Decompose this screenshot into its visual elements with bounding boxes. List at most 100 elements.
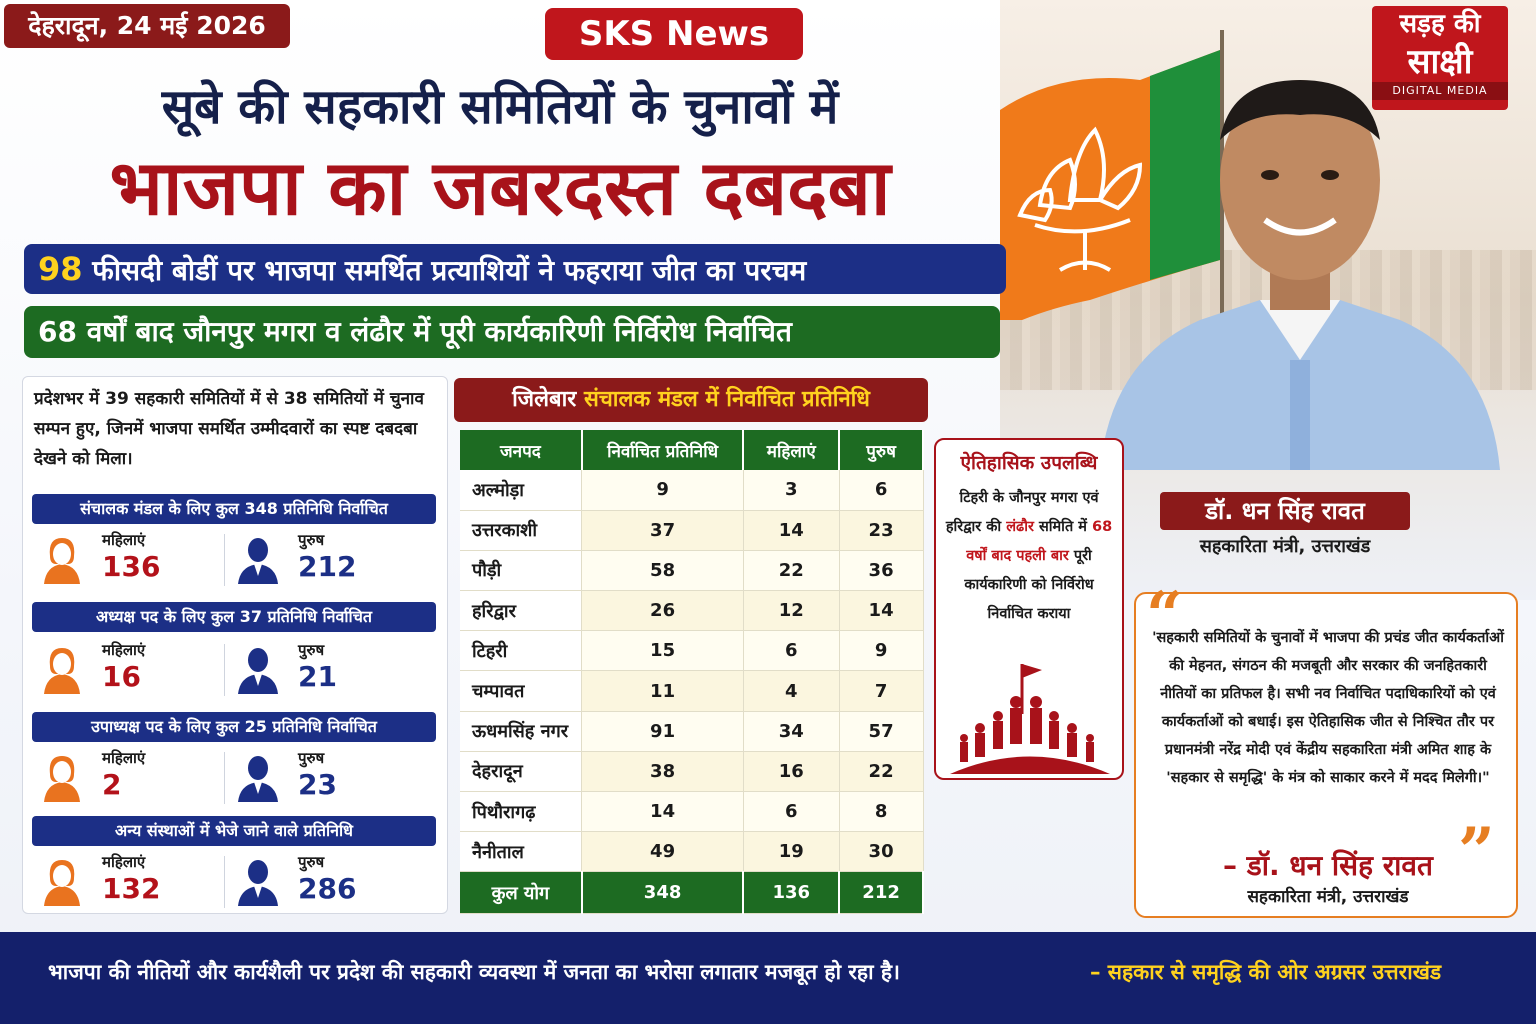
female-label: महिलाएं bbox=[102, 531, 146, 549]
banner-68-years: 68 वर्षों बाद जौनपुर मगरा व लंढौर में पू… bbox=[24, 306, 1000, 358]
table-cell: 11 bbox=[581, 670, 744, 712]
stats-section-title: संचालक मंडल के लिए कुल 348 प्रतिनिधि निर… bbox=[32, 494, 436, 524]
district-table: जनपद निर्वाचित प्रतिनिधि महिलाएं पुरुष अ… bbox=[460, 430, 924, 915]
district-name: नैनीताल bbox=[460, 831, 583, 873]
female-count: 2 bbox=[102, 768, 122, 801]
male-label: पुरुष bbox=[298, 531, 325, 549]
achievement-text-highlight: लंढौर bbox=[1006, 519, 1034, 535]
achievement-text-highlight: 68 वर्षों बाद पहली बार bbox=[966, 519, 1113, 564]
table-cell: 34 bbox=[743, 711, 840, 752]
total-cell: 212 bbox=[839, 871, 924, 915]
headline-line1: सूबे की सहकारी समितियों के चुनावों में bbox=[161, 79, 839, 135]
achievement-text-part: पूरी कार्यकारिणी को निर्विरोध निर्वाचित … bbox=[964, 548, 1094, 622]
male-icon bbox=[236, 534, 280, 584]
quote-open-icon: “ bbox=[1146, 578, 1183, 653]
table-cell: 36 bbox=[839, 550, 924, 592]
victory-people-icon bbox=[950, 664, 1110, 774]
male-label: पुरुष bbox=[298, 853, 325, 871]
table-cell: 6 bbox=[743, 630, 840, 672]
banner-highlight: 98 bbox=[38, 250, 83, 288]
table-row: पौड़ी 58 22 36 bbox=[460, 550, 924, 592]
table-row: चम्पावत 11 4 7 bbox=[460, 670, 924, 712]
table-cell: 3 bbox=[743, 470, 840, 511]
female-icon bbox=[40, 534, 84, 584]
total-cell: कुल योग bbox=[460, 871, 583, 915]
district-name: टिहरी bbox=[460, 630, 583, 672]
quote-text: 'सहकारी समितियों के चुनावों में भाजपा की… bbox=[1152, 630, 1504, 786]
female-count: 136 bbox=[102, 550, 161, 583]
table-cell: 91 bbox=[581, 711, 744, 752]
lotus-icon bbox=[1017, 126, 1143, 272]
male-count: 21 bbox=[298, 660, 337, 693]
table-cell: 16 bbox=[743, 751, 840, 793]
district-name: चम्पावत bbox=[460, 670, 583, 712]
banner-98-percent: 98 फीसदी बोडीं पर भाजपा समर्थित प्रत्याश… bbox=[24, 244, 1006, 294]
table-row: हरिद्वार 26 12 14 bbox=[460, 590, 924, 632]
district-name: पौड़ी bbox=[460, 550, 583, 592]
male-count: 286 bbox=[298, 872, 357, 905]
table-row: टिहरी 15 6 9 bbox=[460, 630, 924, 672]
achievement-text-part: टिहरी के जौनपुर मगरा एवं हरिद्वार की bbox=[945, 490, 1099, 535]
stats-row: महिलाएं 136 पुरुष 212 bbox=[36, 528, 436, 594]
male-icon bbox=[236, 644, 280, 694]
footer-text: भाजपा की नीतियों और कार्यशैली पर प्रदेश … bbox=[48, 960, 900, 984]
district-name: देहरादून bbox=[460, 751, 583, 793]
minister-name: डॉ. धन सिंह रावत bbox=[1160, 492, 1410, 530]
table-cell: 6 bbox=[743, 791, 840, 833]
sks-logo: सड़ह की साक्षी DIGITAL MEDIA bbox=[1372, 6, 1508, 110]
female-label: महिलाएं bbox=[102, 749, 146, 767]
achievement-box bbox=[934, 438, 1124, 780]
table-row: अल्मोड़ा 9 3 6 bbox=[460, 470, 924, 511]
stats-row: महिलाएं 16 पुरुष 21 bbox=[36, 638, 436, 704]
district-name: ऊधमसिंह नगर bbox=[460, 711, 583, 752]
table-cell: 58 bbox=[581, 550, 744, 592]
male-icon bbox=[236, 856, 280, 906]
headline-line2: भाजपा का जबरदस्त दबदबा bbox=[109, 143, 891, 232]
table-row: नैनीताल 49 19 30 bbox=[460, 831, 924, 873]
table-cell: 12 bbox=[743, 590, 840, 632]
table-total-row: कुल योग 348 136 212 bbox=[460, 871, 924, 915]
district-name: पिथौरागढ़ bbox=[460, 791, 583, 833]
male-label: पुरुष bbox=[298, 749, 325, 767]
logo-line2: साक्षी bbox=[1407, 42, 1473, 82]
table-cell: 8 bbox=[839, 791, 924, 833]
achievement-text-part: समिति में bbox=[1033, 519, 1092, 535]
table-cell: 15 bbox=[581, 630, 744, 672]
male-icon bbox=[236, 752, 280, 802]
table-row: देहरादून 38 16 22 bbox=[460, 751, 924, 793]
female-icon bbox=[40, 856, 84, 906]
stats-section-title: अन्य संस्थाओं में भेजे जाने वाले प्रतिनि… bbox=[32, 816, 436, 846]
table-row: उत्तरकाशी 37 14 23 bbox=[460, 510, 924, 551]
table-cell: 22 bbox=[743, 550, 840, 592]
bjp-flag-image bbox=[1000, 30, 1224, 320]
table-title: जिलेबार संचालक मंडल में निर्वाचित प्रतिन… bbox=[454, 378, 928, 422]
table-cell: 49 bbox=[581, 831, 744, 873]
table-cell: 9 bbox=[581, 470, 744, 511]
stats-section-title: अध्यक्ष पद के लिए कुल 37 प्रतिनिधि निर्व… bbox=[32, 602, 436, 632]
male-count: 23 bbox=[298, 768, 337, 801]
female-icon bbox=[40, 752, 84, 802]
total-cell: 348 bbox=[581, 871, 745, 915]
table-cell: 38 bbox=[581, 751, 744, 793]
divider bbox=[224, 534, 225, 586]
table-cell: 4 bbox=[743, 670, 840, 712]
female-count: 16 bbox=[102, 660, 141, 693]
total-cell: 136 bbox=[743, 871, 841, 915]
table-cell: 14 bbox=[839, 590, 924, 632]
table-cell: 7 bbox=[839, 670, 924, 712]
table-title-prefix: जिलेबार bbox=[512, 387, 584, 412]
divider bbox=[224, 752, 225, 804]
table-row: पिथौरागढ़ 14 6 8 bbox=[460, 791, 924, 833]
table-header: जनपद bbox=[460, 430, 583, 470]
minister-photo bbox=[1100, 80, 1500, 470]
footer-tagline: – सहकार से समृद्धि की ओर अग्रसर उत्तराखं… bbox=[1090, 960, 1442, 984]
table-header: निर्वाचित प्रतिनिधि bbox=[581, 430, 745, 470]
date-badge: देहरादून, 24 मई 2026 bbox=[4, 4, 290, 48]
female-label: महिलाएं bbox=[102, 853, 146, 871]
stats-row: महिलाएं 132 पुरुष 286 bbox=[36, 850, 436, 916]
table-cell: 23 bbox=[839, 510, 924, 551]
female-icon bbox=[40, 644, 84, 694]
banner-text: फीसदी बोडीं पर भाजपा समर्थित प्रत्याशियो… bbox=[82, 254, 807, 287]
table-cell: 6 bbox=[839, 470, 924, 511]
table-cell: 57 bbox=[839, 711, 924, 752]
